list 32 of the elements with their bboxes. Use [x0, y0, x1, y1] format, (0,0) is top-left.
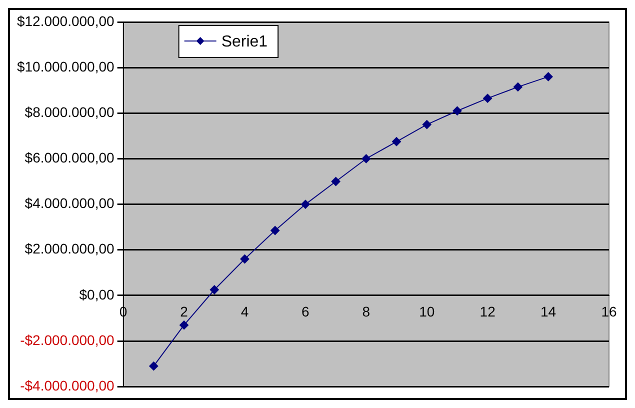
x-tick-label: 10 — [419, 304, 435, 320]
point — [422, 120, 432, 130]
point — [331, 177, 340, 186]
y-tick-label: $8.000.000,00 — [24, 104, 115, 120]
point — [300, 200, 310, 209]
y-tick-label: $10.000.000,00 — [16, 58, 115, 74]
point — [362, 154, 371, 164]
x-tick-label: 16 — [601, 304, 617, 320]
point — [483, 94, 492, 103]
point — [544, 72, 553, 82]
x-tick-label: 6 — [302, 304, 310, 320]
x-tick-label: 14 — [540, 304, 556, 320]
point — [240, 254, 250, 264]
legend-label: Serie1 — [221, 33, 268, 50]
y-tick-label: $0,00 — [79, 286, 115, 302]
point — [452, 106, 462, 116]
x-tick-label: 8 — [362, 304, 370, 320]
point — [149, 362, 158, 371]
y-tick-label: $4.000.000,00 — [24, 195, 115, 212]
x-tick-label: 12 — [480, 304, 496, 320]
point — [392, 137, 402, 146]
x-tick-label: 2 — [180, 304, 188, 320]
y-tick-label: -$4.000.000,00 — [20, 377, 115, 394]
x-tick-label: 4 — [240, 304, 249, 320]
point — [180, 320, 189, 330]
point — [210, 285, 219, 294]
point — [513, 82, 522, 92]
y-tick-label: $2.000.000,00 — [24, 240, 115, 257]
y-tick-label: $12.000.000,00 — [16, 12, 115, 29]
y-tick-label: $6.000.000,00 — [24, 150, 115, 166]
y-tick-label: -$2.000.000,00 — [20, 332, 115, 348]
point — [270, 226, 280, 236]
